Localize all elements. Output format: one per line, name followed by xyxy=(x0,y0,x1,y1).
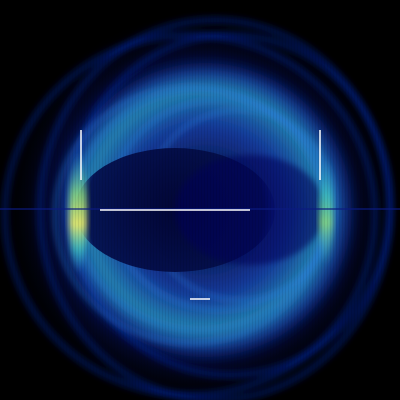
marker-lines xyxy=(80,130,321,300)
